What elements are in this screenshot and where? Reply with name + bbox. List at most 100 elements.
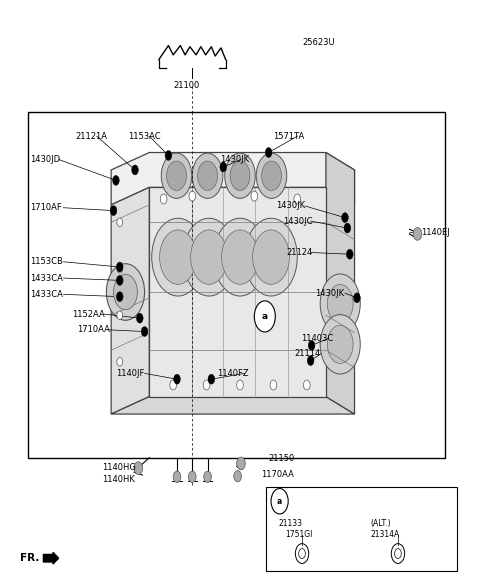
Ellipse shape xyxy=(347,249,353,259)
Text: 25623U: 25623U xyxy=(302,37,335,47)
Ellipse shape xyxy=(234,471,241,482)
Text: 1140HG: 1140HG xyxy=(103,463,136,472)
Ellipse shape xyxy=(136,313,143,323)
Ellipse shape xyxy=(262,161,281,190)
Text: 1140HK: 1140HK xyxy=(103,475,135,484)
Ellipse shape xyxy=(189,191,196,201)
Polygon shape xyxy=(326,152,355,414)
Ellipse shape xyxy=(265,148,272,158)
Ellipse shape xyxy=(173,471,181,482)
Ellipse shape xyxy=(251,191,258,201)
Text: 1430JD: 1430JD xyxy=(30,155,60,164)
Text: 1433CA: 1433CA xyxy=(30,290,63,299)
Ellipse shape xyxy=(132,165,138,175)
Ellipse shape xyxy=(299,548,305,558)
Text: 21133: 21133 xyxy=(278,519,302,528)
Ellipse shape xyxy=(174,374,180,384)
Ellipse shape xyxy=(270,380,277,390)
Text: 1153CB: 1153CB xyxy=(30,258,63,266)
Ellipse shape xyxy=(116,276,123,286)
Text: 1710AA: 1710AA xyxy=(77,325,109,334)
Ellipse shape xyxy=(110,206,117,215)
Ellipse shape xyxy=(308,340,315,350)
Polygon shape xyxy=(149,187,326,397)
Text: FR.: FR. xyxy=(20,553,39,563)
Ellipse shape xyxy=(252,230,289,284)
Ellipse shape xyxy=(165,151,172,161)
Ellipse shape xyxy=(116,291,123,301)
Ellipse shape xyxy=(117,311,122,319)
Ellipse shape xyxy=(159,230,196,284)
Text: 21150: 21150 xyxy=(269,454,295,463)
Ellipse shape xyxy=(117,265,122,273)
Ellipse shape xyxy=(294,194,300,204)
Polygon shape xyxy=(111,152,355,205)
Ellipse shape xyxy=(327,284,353,323)
Ellipse shape xyxy=(208,374,215,384)
Ellipse shape xyxy=(237,380,243,390)
Ellipse shape xyxy=(295,544,309,564)
Ellipse shape xyxy=(134,462,143,474)
Text: 1430JK: 1430JK xyxy=(276,201,305,210)
Text: 1571TA: 1571TA xyxy=(274,132,305,141)
Text: 21121A: 21121A xyxy=(75,132,108,141)
Text: 21124: 21124 xyxy=(287,248,313,257)
Ellipse shape xyxy=(245,218,297,296)
Bar xyxy=(266,486,457,571)
Ellipse shape xyxy=(113,175,119,185)
Text: 1140EJ: 1140EJ xyxy=(421,228,450,237)
Ellipse shape xyxy=(117,218,122,227)
Ellipse shape xyxy=(344,223,351,233)
Ellipse shape xyxy=(198,161,217,190)
Ellipse shape xyxy=(191,230,228,284)
Ellipse shape xyxy=(320,274,360,333)
Text: 21314A: 21314A xyxy=(370,530,399,540)
Ellipse shape xyxy=(161,153,192,199)
Ellipse shape xyxy=(320,315,360,374)
Text: 1140JF: 1140JF xyxy=(116,369,144,378)
Ellipse shape xyxy=(107,264,144,320)
Ellipse shape xyxy=(189,471,196,482)
Ellipse shape xyxy=(117,357,122,366)
Ellipse shape xyxy=(342,213,348,223)
Text: 1430JC: 1430JC xyxy=(283,217,312,225)
Ellipse shape xyxy=(220,162,227,172)
Ellipse shape xyxy=(307,356,314,366)
Ellipse shape xyxy=(222,230,258,284)
FancyArrow shape xyxy=(43,552,59,564)
Ellipse shape xyxy=(230,161,250,190)
Text: 1153AC: 1153AC xyxy=(128,132,160,141)
Ellipse shape xyxy=(225,153,255,199)
Ellipse shape xyxy=(256,153,287,199)
Ellipse shape xyxy=(271,488,288,514)
Ellipse shape xyxy=(254,301,276,332)
Ellipse shape xyxy=(116,262,123,272)
Ellipse shape xyxy=(203,380,210,390)
Ellipse shape xyxy=(141,326,148,336)
Text: (ALT.): (ALT.) xyxy=(370,519,391,528)
Text: 21114: 21114 xyxy=(294,349,321,358)
Ellipse shape xyxy=(354,293,360,303)
Text: 1152AA: 1152AA xyxy=(72,310,105,319)
Ellipse shape xyxy=(204,471,211,482)
Bar xyxy=(28,112,445,458)
Text: 1430JK: 1430JK xyxy=(220,155,249,164)
Text: 1710AF: 1710AF xyxy=(30,203,62,212)
Text: 1140FZ: 1140FZ xyxy=(217,369,249,378)
Text: 1430JK: 1430JK xyxy=(315,288,345,298)
Ellipse shape xyxy=(192,153,223,199)
Ellipse shape xyxy=(303,380,310,390)
Text: 1170AA: 1170AA xyxy=(262,470,294,479)
Ellipse shape xyxy=(327,325,353,363)
Ellipse shape xyxy=(237,457,245,470)
Text: a: a xyxy=(262,312,268,321)
Text: 1433CA: 1433CA xyxy=(30,273,63,283)
Polygon shape xyxy=(111,187,149,414)
Ellipse shape xyxy=(395,548,401,558)
Ellipse shape xyxy=(167,161,186,190)
Text: a: a xyxy=(277,497,282,506)
Ellipse shape xyxy=(152,218,204,296)
Ellipse shape xyxy=(413,228,422,240)
Ellipse shape xyxy=(170,380,177,390)
Ellipse shape xyxy=(214,218,266,296)
